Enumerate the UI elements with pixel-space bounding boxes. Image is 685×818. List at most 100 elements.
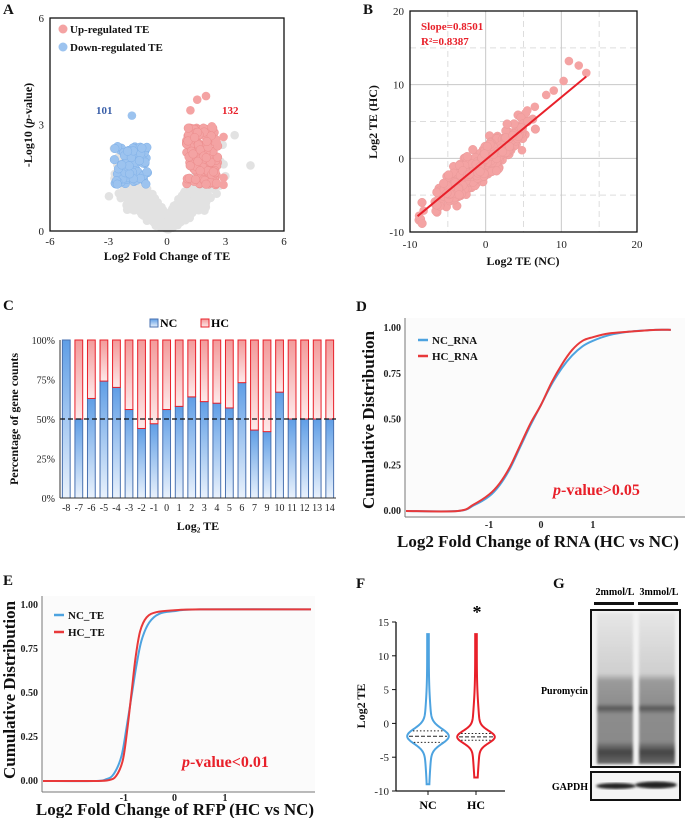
y-tick-label: 6 xyxy=(39,13,45,25)
axis-ticks: -8 -7 -6 -5 -4 -3 -2 -1 0 1 2 3 4 5 6 7 9 10 11 12 13 140%25%… xyxy=(32,336,335,514)
y-tick-label: 25% xyxy=(37,455,55,466)
panel-label-e: E xyxy=(3,573,13,589)
x-axis-label: Log2 Fold Change of RFP (HC vs NC) xyxy=(36,800,314,818)
scatter-point xyxy=(504,142,515,152)
y-axis-label: Cumulative Distribution xyxy=(0,600,19,779)
axis-ticks: -10 -5 0 5 10 15 NC HC xyxy=(374,617,485,812)
p-value-annotation: p-value<0.01 xyxy=(180,754,269,771)
point-not-significant xyxy=(131,184,141,194)
bar-nc xyxy=(224,407,234,499)
bar-nc xyxy=(250,429,259,499)
up-count: 132 xyxy=(222,105,239,117)
x-tick-label: 1 xyxy=(223,793,228,804)
r2-annotation: R²=0.8387 xyxy=(421,36,469,48)
bar-hc xyxy=(137,339,146,429)
scatter-point xyxy=(582,68,591,78)
x-tick-label: -6 xyxy=(87,503,95,514)
y-tick-label: 10 xyxy=(393,80,405,92)
point-up-regulated xyxy=(186,106,195,115)
legend-down: Down-regulated TE xyxy=(70,42,163,54)
y-tick-label: 0.50 xyxy=(21,688,39,699)
scatter-point xyxy=(462,151,472,162)
x-tick-label: -3 xyxy=(125,503,133,514)
point-up-regulated xyxy=(219,173,228,183)
x-tick-label: 0 xyxy=(164,236,170,248)
bar-hc xyxy=(212,339,222,404)
significance-star: * xyxy=(473,602,482,622)
x-tick-label: 9 xyxy=(265,503,270,514)
panel-d: D -1 0 1 0.00 0.25 0.50 0.75 1.00 NC_RNA HC_RNA… xyxy=(356,299,685,551)
y-tick-label: 50% xyxy=(37,415,55,426)
bar-hc xyxy=(162,339,172,411)
legend-hc-rna: HC_RNA xyxy=(432,351,478,363)
legend-up: Up-regulated TE xyxy=(70,24,149,36)
bar-hc xyxy=(174,339,184,407)
point-up-regulated xyxy=(202,136,212,147)
y-tick-label: 5 xyxy=(384,685,390,697)
point-up-regulated xyxy=(201,91,211,101)
point-not-significant xyxy=(189,195,199,205)
scatter-point xyxy=(549,86,559,95)
y-tick-label: 0.00 xyxy=(21,776,39,787)
point-not-significant xyxy=(104,191,114,201)
scatter-point xyxy=(439,178,449,188)
scatter-point xyxy=(417,218,427,228)
axis-ticks: -6 -3 0 3 6 0 3 6 xyxy=(39,13,288,248)
scatter-point xyxy=(454,190,464,200)
cdf-lines xyxy=(42,608,312,783)
panel-label-c: C xyxy=(3,298,14,314)
x-tick-label: 4 xyxy=(214,503,219,514)
bar-hc xyxy=(187,339,197,398)
y-tick-label: 1.00 xyxy=(21,600,39,611)
bar-hc xyxy=(199,339,209,403)
point-up-regulated xyxy=(201,179,211,189)
y-tick-label: 15 xyxy=(378,617,390,629)
x-tick-label: -10 xyxy=(403,239,418,251)
y-tick-label: -10 xyxy=(374,786,389,798)
point-up-regulated xyxy=(195,166,205,176)
point-up-regulated xyxy=(190,133,200,143)
x-tick-label: 3 xyxy=(202,503,207,514)
x-tick-label: 7 xyxy=(252,503,257,514)
x-tick-label: 6 xyxy=(239,503,244,514)
gapdh-blot xyxy=(590,771,681,801)
panel-label-d: D xyxy=(356,299,367,315)
point-down-regulated xyxy=(137,143,147,153)
x-tick-label: -8 xyxy=(62,503,70,514)
x-tick-label: 10 xyxy=(556,239,568,251)
y-tick-label: 20 xyxy=(393,6,405,18)
bar-nc xyxy=(149,423,159,499)
x-tick-label: -7 xyxy=(75,503,83,514)
x-tick-label: 11 xyxy=(287,503,297,514)
bar-nc xyxy=(112,386,121,499)
band-label-puromycin: Puromycin xyxy=(541,686,588,697)
point-not-significant xyxy=(153,198,162,207)
point-not-significant xyxy=(157,211,166,221)
scatter-point xyxy=(517,145,527,155)
bar-hc xyxy=(312,339,322,420)
x-tick-label: 0 xyxy=(172,793,177,804)
x-tick-label: 10 xyxy=(275,503,285,514)
scatter-point xyxy=(491,166,502,176)
bar-hc xyxy=(86,339,96,399)
y-tick-label: 10 xyxy=(378,651,390,663)
x-tick-label: 1 xyxy=(177,503,182,514)
y-tick-label: 0.25 xyxy=(384,460,402,471)
y-tick-label: 100% xyxy=(32,336,55,347)
scatter-point xyxy=(417,197,427,208)
bar-hc xyxy=(224,339,234,409)
y-axis-label: Log2 TE xyxy=(354,684,368,729)
cdf-line-hc-rna xyxy=(405,328,671,513)
bar-hc xyxy=(124,339,134,411)
point-not-significant xyxy=(163,211,173,221)
point-not-significant xyxy=(151,206,161,215)
regression-line xyxy=(416,75,587,217)
point-up-regulated xyxy=(183,123,193,133)
bar-nc xyxy=(262,431,272,499)
legend-nc-rna: NC_RNA xyxy=(432,335,477,347)
x-tick-label: 0 xyxy=(164,503,169,514)
bar-hc xyxy=(74,339,84,420)
y-tick-label: 0.00 xyxy=(384,506,402,517)
bar-hc xyxy=(287,339,297,420)
x-tick-label: 3 xyxy=(223,236,229,248)
